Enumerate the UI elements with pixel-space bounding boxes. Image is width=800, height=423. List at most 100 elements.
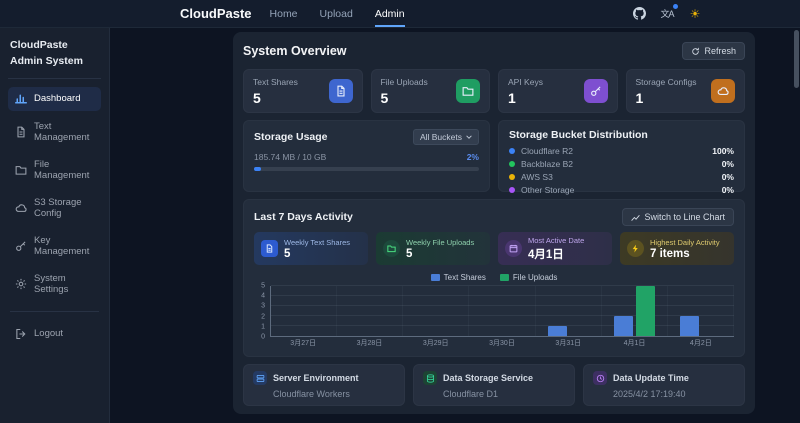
chart-bars	[271, 286, 734, 336]
usage-percent: 2%	[466, 152, 479, 162]
switch-chart-type-button[interactable]: Switch to Line Chart	[622, 208, 734, 226]
mini-card-weekly-file-uploads: Weekly File Uploads 5	[376, 232, 490, 265]
x-tick-label: 4月2日	[689, 339, 712, 347]
sidebar-item-dashboard[interactable]: Dashboard	[8, 86, 101, 111]
top-navigation: Home Upload Admin	[270, 0, 405, 27]
sidebar-item-logout[interactable]: Logout	[8, 322, 101, 346]
bar-group	[271, 286, 338, 336]
theme-toggle-sun-icon[interactable]: ☀	[689, 6, 701, 21]
bar	[547, 326, 567, 336]
refresh-button[interactable]: Refresh	[682, 42, 745, 60]
gear-icon	[15, 278, 27, 289]
legend-dot	[509, 161, 515, 167]
stat-card-file-uploads: File Uploads 5	[370, 69, 490, 113]
scrollbar-thumb[interactable]	[794, 30, 799, 88]
legend-dot	[509, 148, 515, 154]
database-icon	[423, 371, 437, 385]
stat-value: 1	[508, 89, 516, 106]
folder-icon	[456, 79, 480, 103]
bar-group	[536, 286, 602, 336]
distribution-row-backblaze-b2: Backblaze B2 0%	[509, 159, 734, 169]
sidebar-item-file-management[interactable]: File Management	[8, 153, 101, 187]
footer-info-cards: Server Environment Cloudflare Workers Da…	[243, 364, 745, 406]
folder-icon	[383, 240, 400, 257]
activity-title: Last 7 Days Activity	[254, 211, 353, 223]
footer-card-server-environment: Server Environment Cloudflare Workers	[243, 364, 405, 406]
legend-item[interactable]: File Uploads	[499, 273, 557, 282]
legend-dot	[509, 187, 515, 193]
cloud-icon	[15, 203, 27, 212]
document-icon	[17, 126, 25, 137]
stat-card-storage-configs: Storage Configs 1	[625, 69, 745, 113]
bar	[613, 316, 633, 336]
language-badge-dot	[673, 3, 678, 9]
sidebar-divider	[10, 310, 99, 312]
page-title: System Overview	[243, 44, 347, 58]
bucket-distribution-title: Storage Bucket Distribution	[509, 129, 648, 141]
sidebar-item-text-management[interactable]: Text Management	[8, 115, 101, 149]
legend-item[interactable]: Text Shares	[430, 273, 486, 282]
legend-swatch	[499, 273, 509, 281]
footer-card-data-update-time: Data Update Time 2025/4/2 17:19:40	[583, 364, 745, 406]
lightning-icon	[627, 240, 644, 257]
x-tick-label: 3月28日	[356, 339, 383, 347]
activity-panel: Last 7 Days Activity Switch to Line Char…	[243, 199, 745, 357]
chart-x-axis: 3月27日 3月28日 3月29日 3月30日 3月31日 4月1日 4月2日	[270, 337, 734, 348]
bar-group	[602, 286, 668, 336]
activity-summary-cards: Weekly Text Shares 5 Weekly File Uploads…	[254, 232, 734, 265]
github-icon[interactable]	[632, 7, 646, 21]
bar-group	[668, 286, 734, 336]
x-tick-label: 3月29日	[422, 339, 449, 347]
sidebar-item-key-management[interactable]: Key Management	[8, 229, 101, 263]
stat-card-text-shares: Text Shares 5	[243, 69, 363, 113]
x-tick-label: 3月30日	[489, 339, 515, 347]
usage-amount: 185.74 MB / 10 GB	[254, 152, 327, 162]
stat-value: 1	[635, 89, 644, 106]
chart-plot-area	[270, 285, 734, 337]
clock-icon	[593, 371, 607, 385]
storage-usage-title: Storage Usage	[254, 131, 328, 143]
stat-value: 5	[380, 89, 389, 106]
stat-value: 5	[253, 89, 261, 106]
bucket-filter-dropdown[interactable]: All Buckets	[412, 129, 479, 145]
distribution-row-cloudflare-r2: Cloudflare R2 100%	[509, 146, 734, 156]
line-chart-icon	[631, 214, 641, 221]
document-icon	[328, 79, 353, 103]
chevron-down-icon	[466, 135, 472, 139]
x-tick-label: 3月27日	[290, 339, 316, 347]
distribution-row-aws-s3: AWS S3 0%	[509, 172, 734, 182]
bar-group	[469, 286, 536, 336]
legend-dot	[509, 174, 515, 180]
mini-card-weekly-text-shares: Weekly Text Shares 5	[254, 232, 368, 265]
nav-home[interactable]: Home	[269, 7, 298, 20]
stat-card-api-keys: API Keys 1	[498, 69, 618, 113]
sidebar-item-s3-storage-config[interactable]: S3 Storage Config	[8, 191, 101, 225]
bucket-distribution-panel: Storage Bucket Distribution Cloudflare R…	[498, 120, 745, 195]
language-icon[interactable]: 文A	[660, 3, 678, 21]
sidebar-title: CloudPaste Admin System	[8, 36, 101, 79]
mini-card-most-active-date: Most Active Date 4月1日	[498, 232, 612, 265]
refresh-icon	[692, 47, 700, 55]
calendar-icon	[505, 240, 522, 257]
topbar: CloudPaste Home Upload Admin 文A ☀	[0, 0, 800, 28]
nav-admin[interactable]: Admin	[374, 0, 405, 27]
storage-usage-panel: Storage Usage All Buckets 185.74 MB / 10…	[243, 120, 490, 192]
nav-upload[interactable]: Upload	[319, 7, 353, 20]
system-overview-panel: System Overview Refresh Text Shares 5 Fi…	[233, 32, 755, 414]
sidebar-item-system-settings[interactable]: System Settings	[8, 267, 101, 301]
mini-card-highest-daily-activity: Highest Daily Activity 7 items	[620, 232, 734, 265]
bar-group	[403, 286, 470, 336]
bar-group	[337, 286, 404, 336]
distribution-row-other-storage: Other Storage 0%	[509, 185, 734, 195]
bar	[679, 316, 699, 336]
folder-icon	[15, 165, 27, 175]
cloud-icon	[711, 79, 735, 103]
brand-logo: CloudPaste	[180, 6, 252, 21]
dashboard-chart-icon	[15, 94, 27, 103]
usage-progress-bar	[254, 167, 479, 171]
usage-progress-fill	[254, 167, 261, 171]
x-tick-label: 3月31日	[555, 339, 582, 347]
stats-row: Text Shares 5 File Uploads 5 API Keys 1	[243, 69, 745, 113]
bar	[635, 286, 655, 336]
